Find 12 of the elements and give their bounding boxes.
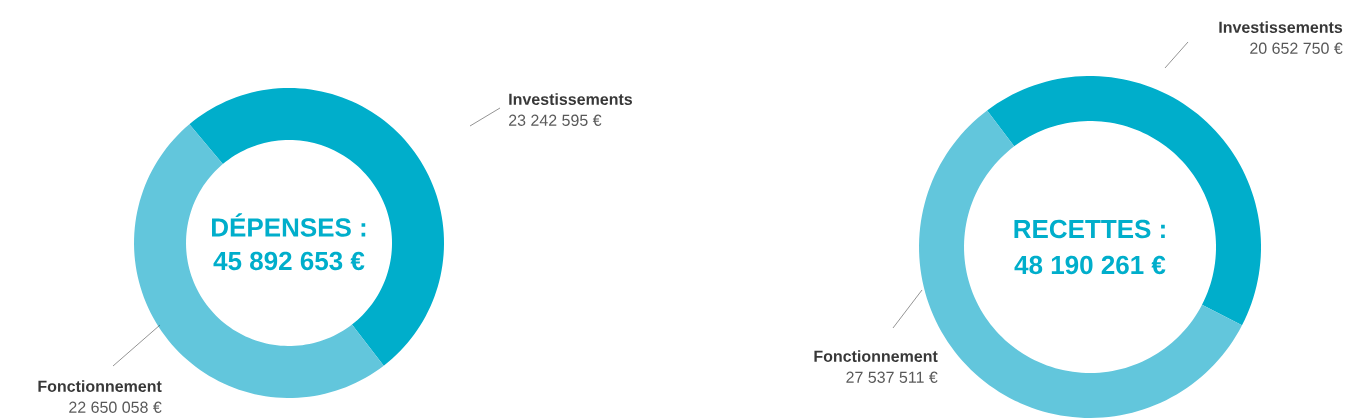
data-label: 23 242 595 € [509,114,602,126]
text: DÉPENSES : [212,213,366,237]
slice-label: Investissements [509,93,633,105]
text: RECETTES : [1014,219,1165,239]
text: 48 190 261 € [1014,255,1166,275]
data-label: 27 537 511 € [846,371,938,383]
data-label: 20 652 750 € [1250,42,1343,54]
slice-label: Fonctionnement [38,380,162,392]
slice-label: Investissements [1219,21,1343,33]
data-label: 22 650 058 € [69,401,162,413]
slice-label: Fonctionnement [814,350,938,362]
text: 45 892 653 € [213,251,365,271]
